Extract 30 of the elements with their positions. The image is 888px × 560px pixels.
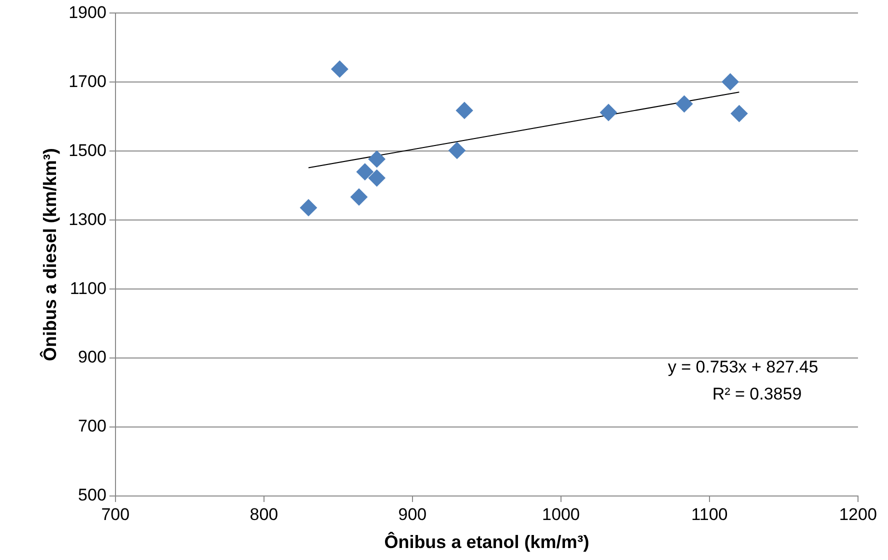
x-tick-label: 1000 bbox=[542, 504, 580, 524]
y-tick-label: 1500 bbox=[68, 140, 106, 160]
x-tick-label: 700 bbox=[101, 504, 130, 524]
point bbox=[368, 150, 386, 168]
x-tick-label: 1200 bbox=[839, 504, 877, 524]
point bbox=[331, 60, 348, 78]
point bbox=[730, 105, 748, 122]
y-tick-label: 1100 bbox=[70, 278, 106, 298]
x-tick-label: 900 bbox=[398, 504, 427, 524]
point bbox=[368, 170, 386, 187]
y-tick-label: 1300 bbox=[68, 210, 106, 229]
point bbox=[356, 163, 374, 180]
point bbox=[676, 95, 693, 112]
point bbox=[300, 199, 317, 216]
annotation: y = 0.753x + 827.45 bbox=[668, 358, 818, 377]
point bbox=[722, 73, 739, 90]
point bbox=[350, 188, 368, 206]
y-axis-title: Ônibus a diesel (km/km³) bbox=[38, 148, 60, 362]
point bbox=[600, 104, 617, 122]
point bbox=[448, 142, 466, 159]
y-tick-label: 700 bbox=[78, 416, 106, 436]
annotation: R² = 0.3859 bbox=[712, 384, 802, 404]
y-tick-label: 1700 bbox=[68, 72, 106, 91]
x-axis-title: Ônibus a etanol (km/m³) bbox=[384, 531, 590, 552]
x-tick-label: 800 bbox=[250, 504, 278, 524]
x-tick-label: 1100 bbox=[691, 504, 728, 524]
y-tick-label: 500 bbox=[78, 486, 106, 505]
y-tick-label: 1900 bbox=[68, 2, 106, 22]
y-tick-label: 900 bbox=[78, 348, 106, 367]
point bbox=[456, 102, 473, 119]
